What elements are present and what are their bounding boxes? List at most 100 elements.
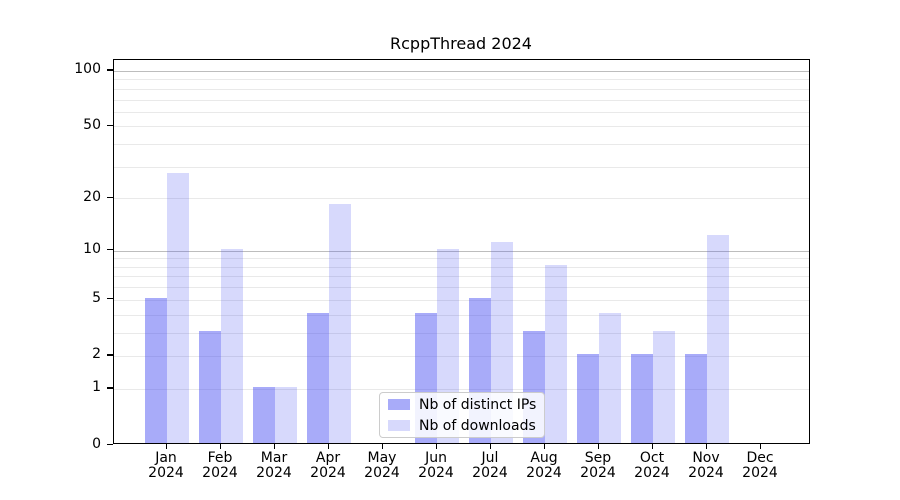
x-tick-label-jan: Jan 2024 [134, 451, 198, 480]
gridline-major-10 [114, 250, 809, 252]
x-tick-label-mar: Mar 2024 [242, 451, 306, 480]
bar-nb-of-downloads-aug [545, 264, 567, 443]
gridline-minor-60 [114, 111, 809, 113]
gridline-minor-90 [114, 79, 809, 81]
gridline-minor-50 [114, 126, 809, 128]
x-tick-mark-may [381, 444, 383, 449]
x-tick-label-may: May 2024 [350, 451, 414, 480]
legend-label-distinct-ips: Nb of distinct IPs [419, 396, 537, 413]
x-tick-label-jul: Jul 2024 [458, 451, 522, 480]
bar-nb-of-downloads-nov [707, 235, 729, 443]
x-tick-year-oct: 2024 [634, 464, 670, 481]
x-tick-year-jun: 2024 [418, 464, 454, 481]
legend-label-downloads: Nb of downloads [419, 417, 536, 434]
y-tick-label-100: 100 [74, 61, 101, 78]
y-tick-mark-0 [107, 443, 113, 445]
bar-nb-of-downloads-feb [221, 248, 243, 443]
legend-swatch-downloads [388, 420, 410, 431]
x-tick-label-nov: Nov 2024 [674, 451, 738, 480]
x-tick-month-mar: Mar [260, 450, 288, 466]
y-tick-mark-10 [107, 249, 113, 251]
x-tick-month-nov: Nov [692, 450, 720, 466]
x-tick-year-nov: 2024 [688, 464, 724, 481]
x-tick-mark-mar [273, 444, 275, 449]
y-tick-label-10: 10 [83, 241, 101, 258]
x-tick-label-jun: Jun 2024 [404, 451, 468, 480]
x-tick-mark-dec [759, 444, 761, 449]
x-tick-mark-oct [651, 444, 653, 449]
x-tick-year-apr: 2024 [310, 464, 346, 481]
gridline-minor-9 [114, 258, 809, 260]
x-tick-mark-aug [543, 444, 545, 449]
x-tick-mark-jun [435, 444, 437, 449]
y-tick-label-1: 1 [92, 379, 101, 396]
legend-row-distinct-ips: Nb of distinct IPs [388, 397, 544, 413]
legend-row-downloads: Nb of downloads [388, 418, 544, 434]
gridline-minor-1 [114, 388, 809, 390]
x-tick-label-sep: Sep 2024 [566, 451, 630, 480]
y-tick-mark-5 [107, 298, 113, 300]
x-tick-year-jul: 2024 [472, 464, 508, 481]
x-tick-month-jun: Jun [425, 450, 447, 466]
bar-nb-of-distinct-ips-oct [631, 354, 653, 443]
gridline-minor-4 [114, 314, 809, 316]
x-tick-month-jan: Jan [155, 450, 177, 466]
gridline-minor-7 [114, 276, 809, 278]
bar-nb-of-distinct-ips-apr [307, 312, 329, 443]
gridline-minor-5 [114, 299, 809, 301]
y-tick-mark-2 [107, 354, 113, 356]
gridline-minor-3 [114, 332, 809, 334]
y-tick-label-0: 0 [92, 435, 101, 452]
x-tick-month-may: May [367, 450, 397, 466]
x-tick-mark-apr [327, 444, 329, 449]
x-tick-year-mar: 2024 [256, 464, 292, 481]
x-tick-label-aug: Aug 2024 [512, 451, 576, 480]
x-tick-year-feb: 2024 [202, 464, 238, 481]
gridline-minor-80 [114, 88, 809, 90]
gridline-minor-2 [114, 355, 809, 357]
x-tick-label-oct: Oct 2024 [620, 451, 684, 480]
y-tick-mark-50 [107, 124, 113, 127]
bar-nb-of-distinct-ips-nov [685, 354, 707, 443]
x-tick-month-oct: Oct [639, 450, 665, 466]
bar-nb-of-distinct-ips-jan [145, 297, 167, 443]
bar-nb-of-downloads-sep [599, 312, 621, 443]
legend: Nb of distinct IPs Nb of downloads [379, 392, 545, 438]
gridline-minor-8 [114, 266, 809, 268]
gridline-minor-40 [114, 144, 809, 146]
x-tick-month-dec: Dec [746, 450, 774, 466]
gridline-minor-30 [114, 166, 809, 168]
gridline-minor-20 [114, 198, 809, 200]
bar-nb-of-distinct-ips-mar [253, 386, 275, 443]
x-tick-label-feb: Feb 2024 [188, 451, 252, 480]
legend-swatch-distinct-ips [388, 399, 410, 410]
x-tick-mark-jan [165, 444, 167, 449]
plot-area: Nb of distinct IPs Nb of downloads [113, 59, 810, 444]
x-tick-month-apr: Apr [315, 450, 341, 466]
y-tick-mark-20 [107, 196, 113, 198]
y-tick-label-20: 20 [83, 188, 101, 205]
chart-title: RcppThread 2024 [390, 34, 532, 53]
y-tick-label-5: 5 [92, 290, 101, 307]
x-tick-year-aug: 2024 [526, 464, 562, 481]
bar-nb-of-downloads-jan [167, 173, 189, 443]
x-tick-mark-feb [219, 444, 221, 449]
x-tick-year-may: 2024 [364, 464, 400, 481]
x-tick-label-apr: Apr 2024 [296, 451, 360, 480]
y-tick-label-50: 50 [83, 116, 101, 133]
bar-nb-of-downloads-oct [653, 330, 675, 443]
x-tick-label-dec: Dec 2024 [728, 451, 792, 480]
gridline-minor-6 [114, 287, 809, 289]
gridline-minor-70 [114, 99, 809, 101]
y-tick-label-2: 2 [92, 346, 101, 363]
bar-nb-of-downloads-apr [329, 204, 351, 443]
x-tick-year-jan: 2024 [148, 464, 184, 481]
x-tick-year-sep: 2024 [580, 464, 616, 481]
x-tick-mark-nov [705, 444, 707, 449]
gridline-major-100 [114, 70, 809, 72]
bar-nb-of-downloads-mar [275, 386, 297, 443]
x-tick-month-sep: Sep [584, 450, 612, 466]
y-tick-mark-100 [107, 69, 113, 71]
bar-nb-of-distinct-ips-sep [577, 354, 599, 443]
